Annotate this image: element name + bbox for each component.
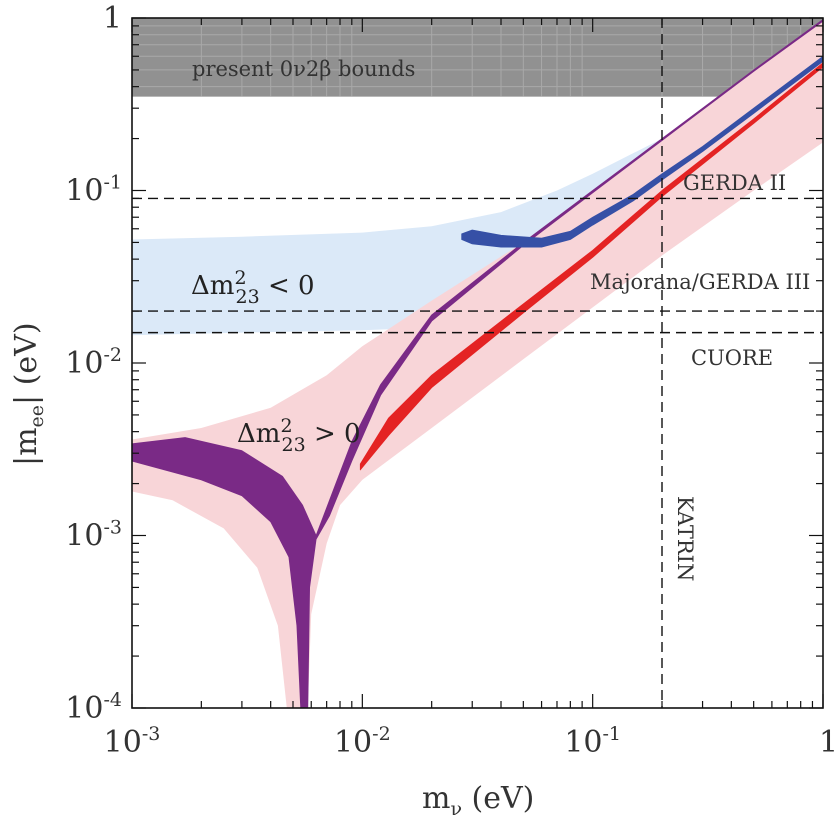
normal-band-label-sup: 2 xyxy=(280,415,292,437)
y-tick-label: 10-3 xyxy=(65,517,122,554)
y-tick-label-base: 1 xyxy=(103,1,122,36)
y-tick-label-base: 10 xyxy=(65,691,103,726)
excluded-region-label: present 0ν2β bounds xyxy=(192,57,415,81)
blue-curve xyxy=(461,55,823,248)
plot-frame xyxy=(131,17,824,709)
y-tick-label: 10-2 xyxy=(65,344,122,381)
y-tick-label-exp: -3 xyxy=(103,517,122,539)
y-tick-label-base: 10 xyxy=(65,519,103,554)
y-axis-label: |mee| (eV) xyxy=(9,322,48,466)
x-axis-label-main: m xyxy=(422,781,450,816)
normal-band-label-rel: > 0 xyxy=(306,419,361,449)
x-tick-label: 1 xyxy=(819,725,834,760)
x-tick-labels: 10-3 10-2 10-1 1 xyxy=(104,723,834,760)
x-tick-label-exp: -1 xyxy=(603,723,622,745)
normal-band-label-sub: 23 xyxy=(282,434,306,456)
y-tick-label: 10-4 xyxy=(65,689,122,726)
x-tick-label-base: 10 xyxy=(564,725,602,760)
red-curve xyxy=(359,62,823,471)
normal-band-label-prefix: Δm xyxy=(237,419,280,449)
y-tick-label-exp: -2 xyxy=(103,344,122,366)
x-tick-label-base: 10 xyxy=(334,725,372,760)
inverted-band-label-prefix: Δm xyxy=(191,271,234,301)
inverted-band-label: Δm2 23 < 0 xyxy=(191,267,315,308)
y-tick-label-base: 10 xyxy=(65,174,103,209)
x-tick-label: 10-3 xyxy=(104,723,161,760)
inverted-band-label-sup: 2 xyxy=(234,267,246,289)
y-tick-labels: 10-410-310-210-11 xyxy=(65,1,122,726)
excluded-region-bounds xyxy=(132,18,823,97)
inverted-hierarchy-band xyxy=(132,44,823,336)
y-tick-label: 1 xyxy=(103,1,122,36)
x-tick-label: 10-2 xyxy=(334,723,391,760)
katrin-label: KATRIN xyxy=(673,496,697,581)
y-tick-label-base: 10 xyxy=(65,346,103,381)
x-axis-label: mν (eV) xyxy=(422,781,534,820)
y-axis-label-prefix: |m xyxy=(9,427,44,466)
curves-layer xyxy=(132,19,823,708)
cuore-label: CUORE xyxy=(691,346,773,370)
sensitivity-lines xyxy=(132,18,823,708)
x-tick-label-exp: -3 xyxy=(142,723,161,745)
majorana-gerda-iii-label: Majorana/GERDA III xyxy=(590,270,810,294)
y-tick-label-exp: -1 xyxy=(103,172,122,194)
x-axis-label-unit: (eV) xyxy=(462,781,534,816)
gerda-ii-label: GERDA II xyxy=(683,171,786,195)
inverted-band-label-rel: < 0 xyxy=(260,271,315,301)
inverted-band-label-sub: 23 xyxy=(236,286,260,308)
x-tick-label: 10-1 xyxy=(564,723,621,760)
x-tick-label-base: 10 xyxy=(104,725,142,760)
y-tick-label-exp: -4 xyxy=(103,689,122,711)
normal-band-label: Δm2 23 > 0 xyxy=(237,415,361,456)
y-axis-label-sub: ee xyxy=(26,405,48,428)
x-tick-label-exp: -2 xyxy=(372,723,391,745)
y-tick-label: 10-1 xyxy=(65,172,122,209)
plot-area xyxy=(132,18,823,708)
x-tick-label-base: 1 xyxy=(819,725,834,760)
y-axis-label-suffix: | (eV) xyxy=(9,322,44,404)
x-axis-label-sub: ν xyxy=(450,798,462,820)
purple-curve xyxy=(132,19,823,708)
